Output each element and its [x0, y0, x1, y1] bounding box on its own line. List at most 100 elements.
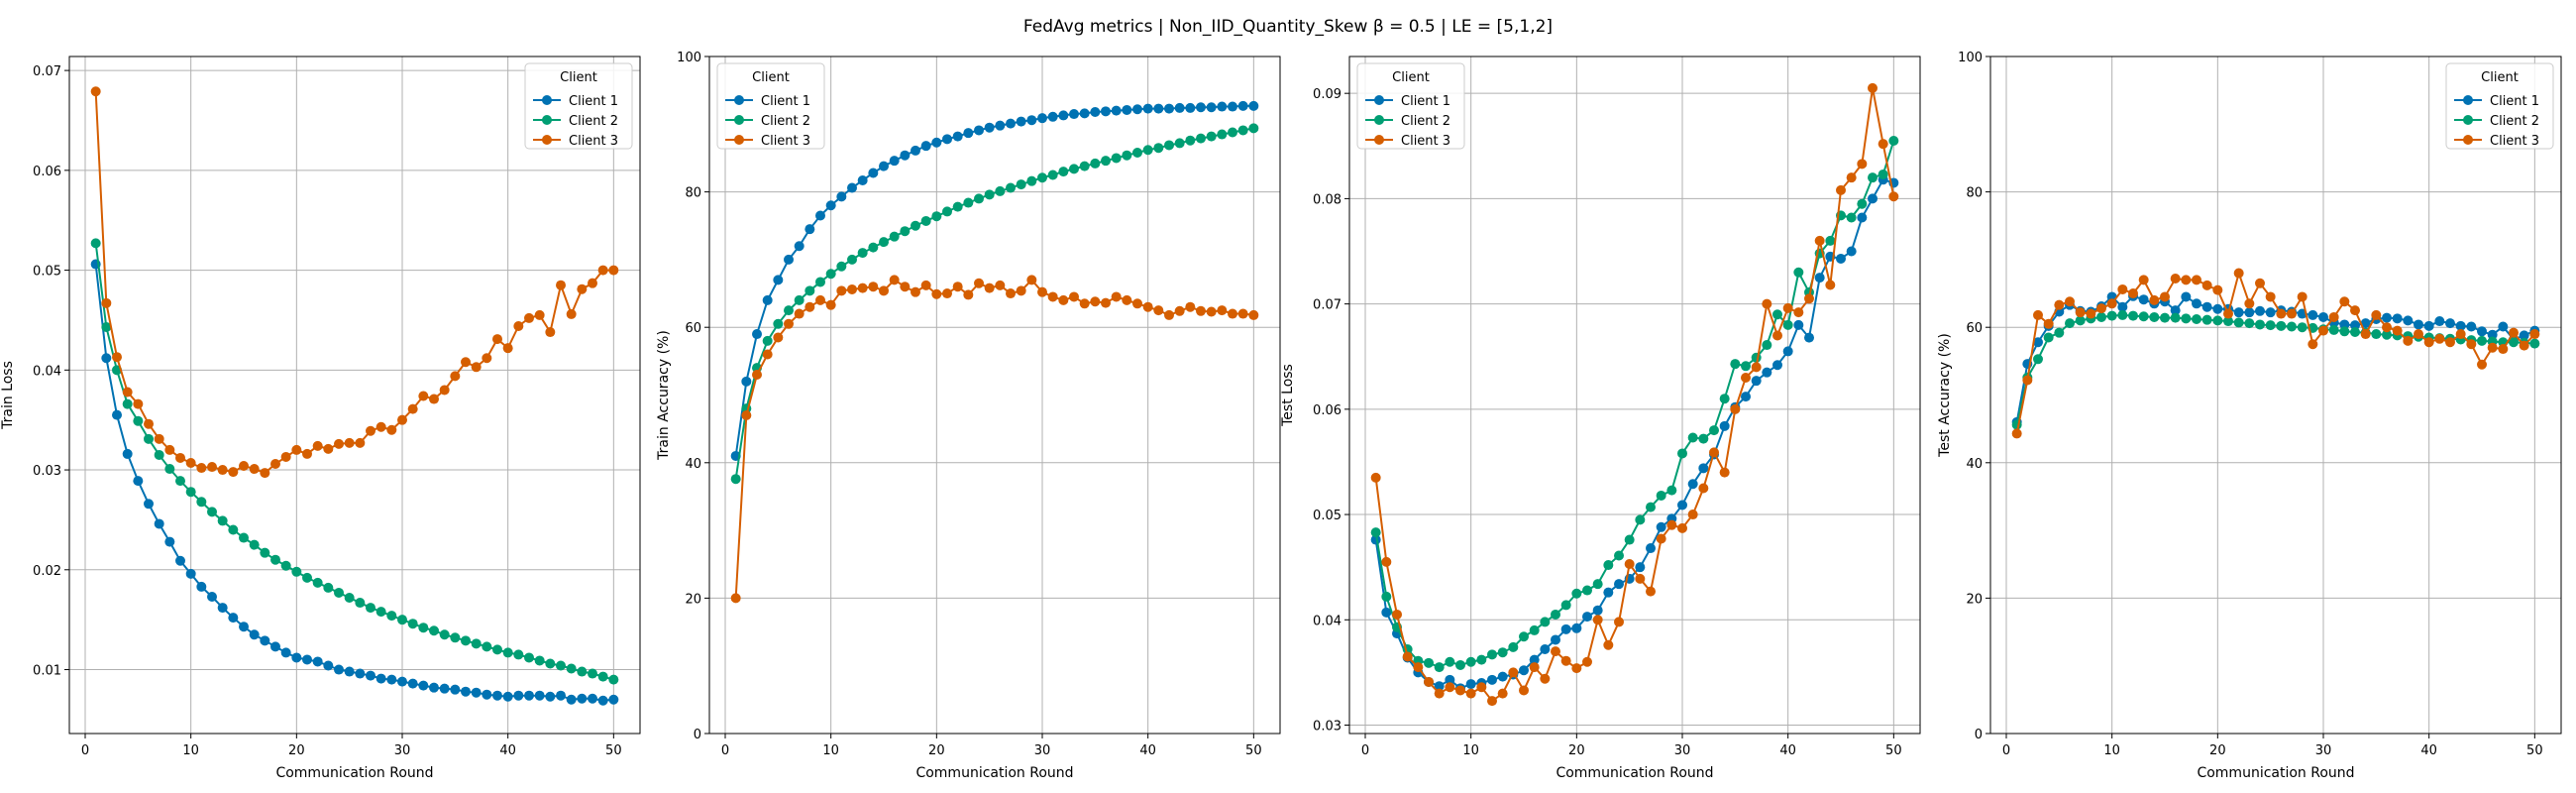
data-point — [323, 443, 334, 454]
data-point — [312, 440, 323, 451]
data-point — [1142, 145, 1153, 156]
data-point — [1624, 558, 1635, 569]
data-point — [2423, 320, 2434, 331]
data-point — [2445, 337, 2455, 348]
data-point — [482, 641, 492, 652]
data-point — [2160, 312, 2170, 323]
data-point — [1519, 631, 1529, 642]
data-point — [239, 622, 249, 632]
data-point — [1793, 319, 1804, 330]
data-point — [963, 289, 974, 300]
y-tick-label: 0.06 — [33, 165, 61, 179]
data-point — [1582, 656, 1592, 667]
data-point — [2308, 309, 2318, 320]
data-point — [228, 524, 239, 535]
subplot-3: 0 10 20 30 40 50 0.03 0.04 0.05 0.06 0.07 0.08 0.09 C… — [1280, 56, 1921, 781]
x-tick-label: 0 — [1361, 743, 1369, 758]
data-point — [2244, 307, 2255, 318]
data-point — [2117, 301, 2128, 312]
data-point — [2201, 301, 2212, 312]
data-point — [1804, 293, 1814, 304]
data-point — [207, 591, 217, 602]
data-point — [1571, 663, 1582, 674]
data-point — [1237, 100, 1248, 111]
data-point — [2212, 303, 2223, 314]
data-point — [144, 499, 154, 510]
data-point — [1381, 556, 1392, 567]
y-tick-label: 0.03 — [33, 464, 61, 479]
x-tick-label: 0 — [2002, 743, 2010, 758]
data-point — [1069, 109, 1079, 120]
series-client-3 — [730, 275, 1259, 604]
data-point — [1122, 150, 1132, 161]
data-point — [2170, 312, 2181, 323]
data-point — [2054, 299, 2065, 310]
data-point — [1635, 573, 1646, 584]
legend-marker — [1374, 95, 1384, 105]
y-tick-label: 60 — [685, 321, 701, 336]
data-point — [1677, 522, 1687, 533]
data-point — [1698, 483, 1709, 494]
data-point — [2255, 278, 2265, 288]
x-tick-label: 40 — [1779, 743, 1796, 758]
data-point — [920, 280, 931, 290]
data-point — [260, 547, 270, 558]
data-point — [847, 182, 857, 193]
data-point — [1646, 543, 1656, 554]
data-point — [995, 120, 1006, 131]
data-point — [608, 674, 619, 685]
data-point — [1666, 519, 1677, 530]
data-point — [1836, 253, 1846, 264]
data-point — [2233, 307, 2244, 318]
data-point — [2403, 315, 2414, 326]
data-point — [2011, 428, 2022, 439]
data-point — [344, 666, 355, 677]
data-point — [154, 518, 164, 529]
data-point — [1582, 585, 1592, 596]
legend-label: Client 3 — [569, 134, 618, 149]
data-point — [1751, 352, 1762, 363]
data-point — [164, 444, 175, 455]
data-point — [984, 122, 995, 133]
data-point — [2181, 313, 2192, 324]
data-point — [762, 294, 773, 305]
data-point — [175, 476, 185, 487]
data-point — [344, 592, 355, 603]
data-point — [2477, 326, 2487, 337]
data-point — [2096, 311, 2106, 322]
data-point — [825, 200, 836, 211]
data-point — [122, 448, 133, 459]
data-point — [344, 437, 355, 448]
data-point — [1132, 104, 1142, 115]
data-point — [2244, 318, 2255, 329]
data-point — [2371, 329, 2382, 340]
data-point — [2350, 305, 2360, 316]
x-tick-label: 30 — [1034, 743, 1051, 758]
data-point — [2033, 354, 2043, 365]
data-point — [942, 206, 952, 217]
data-point — [122, 387, 133, 397]
data-point — [1047, 111, 1058, 122]
y-tick-label: 20 — [685, 592, 701, 607]
data-point — [857, 283, 868, 293]
data-point — [471, 362, 482, 373]
data-point — [784, 318, 794, 329]
data-point — [418, 623, 429, 633]
legend-label: Client 2 — [761, 114, 810, 129]
data-point — [302, 448, 312, 459]
y-tick-label: 0.09 — [1313, 87, 1342, 102]
data-point — [1248, 309, 1259, 320]
data-point — [1751, 362, 1762, 373]
data-point — [942, 134, 952, 145]
data-point — [1174, 305, 1185, 316]
legend-label: Client 1 — [569, 94, 618, 109]
data-point — [1058, 167, 1069, 177]
legend: Client Client 1 Client 2 Client 3 — [524, 62, 633, 150]
data-point — [1508, 641, 1519, 652]
data-point — [133, 415, 144, 426]
data-point — [228, 467, 239, 478]
data-point — [1782, 302, 1793, 313]
y-axis: 0 20 40 60 80 100 — [677, 51, 709, 742]
data-point — [2287, 321, 2297, 332]
